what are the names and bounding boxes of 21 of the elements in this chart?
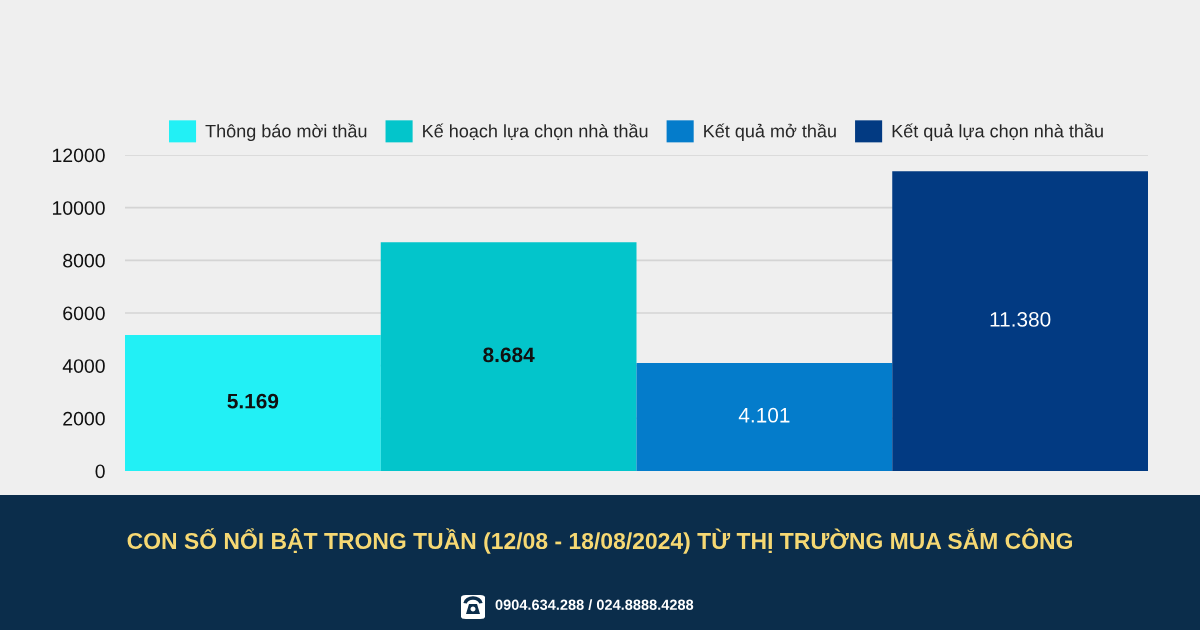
legend-label: Thông báo mời thầu <box>205 123 367 142</box>
legend-label: Kết quả lựa chọn nhà thầu <box>892 123 1103 142</box>
bar <box>636 363 893 471</box>
bar <box>380 242 637 471</box>
data-label: 8.684 <box>483 347 535 363</box>
y-tick-label: 2000 <box>63 411 105 426</box>
y-tick-label: 4000 <box>62 359 105 373</box>
text: 0904.634.288 / 024.8888.4288 <box>495 599 694 611</box>
y-tick-label: 6000 <box>63 306 105 321</box>
legend-label: Kết quả mở thầu <box>704 123 836 142</box>
y-tick-label: 12000 <box>52 148 105 163</box>
y-tick-label: 8000 <box>63 253 105 268</box>
data-label: 5.169 <box>227 393 279 409</box>
y-tick-label: 0 <box>95 464 105 479</box>
data-label: 4.101 <box>738 407 790 423</box>
legend-label: Kế hoạch lựa chọn nhà thầu <box>423 123 648 141</box>
text: CON SỐ NỔI BẬT TRONG TUẦN (12/08 - 18/08/2024) TỪ THỊ TRƯỜNG MUA SẮM CÔNG <box>127 528 1072 554</box>
bar <box>892 171 1148 471</box>
data-label: 11.380 <box>990 312 1051 327</box>
bar <box>125 334 381 471</box>
y-tick-label: 10000 <box>52 201 105 215</box>
